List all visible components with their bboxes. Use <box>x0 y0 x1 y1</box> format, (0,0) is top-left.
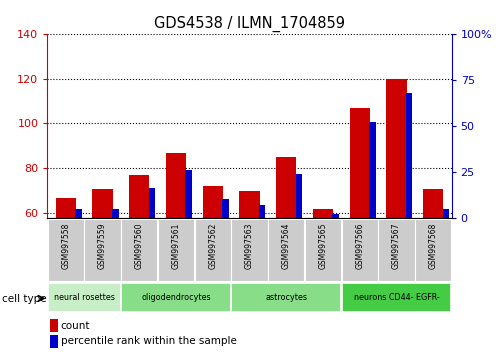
Text: GSM997566: GSM997566 <box>355 223 364 269</box>
Text: percentile rank within the sample: percentile rank within the sample <box>61 336 237 346</box>
Bar <box>56 198 76 218</box>
Bar <box>166 153 186 218</box>
Bar <box>232 219 267 281</box>
Text: GSM997559: GSM997559 <box>98 223 107 269</box>
Bar <box>47 284 121 312</box>
Bar <box>276 157 296 218</box>
Bar <box>149 188 155 218</box>
Bar <box>112 209 118 218</box>
Bar <box>341 219 378 281</box>
Bar <box>129 175 149 218</box>
Text: count: count <box>61 321 90 331</box>
Bar <box>92 189 113 218</box>
Bar <box>378 219 415 281</box>
Text: GSM997563: GSM997563 <box>245 223 254 269</box>
Text: GSM997558: GSM997558 <box>61 223 70 269</box>
Bar <box>158 219 194 281</box>
Bar <box>186 170 192 218</box>
Bar <box>195 219 231 281</box>
Text: GSM997561: GSM997561 <box>172 223 181 269</box>
Text: GSM997564: GSM997564 <box>282 223 291 269</box>
Bar <box>332 214 339 218</box>
Bar <box>443 209 449 218</box>
Bar <box>121 219 158 281</box>
Bar <box>295 173 302 218</box>
Bar <box>423 189 443 218</box>
Text: GDS4538 / ILMN_1704859: GDS4538 / ILMN_1704859 <box>154 16 345 32</box>
Text: GSM997565: GSM997565 <box>318 223 327 269</box>
Text: GSM997560: GSM997560 <box>135 223 144 269</box>
Bar <box>75 209 82 218</box>
Text: astrocytes: astrocytes <box>265 293 307 302</box>
Bar <box>121 284 231 312</box>
Bar <box>406 92 413 218</box>
Bar <box>313 209 333 218</box>
Bar <box>222 199 229 218</box>
Bar <box>268 219 304 281</box>
Text: neural rosettes: neural rosettes <box>54 293 115 302</box>
Text: GSM997562: GSM997562 <box>208 223 217 269</box>
Bar <box>47 219 84 281</box>
Bar <box>232 284 341 312</box>
Bar <box>203 186 223 218</box>
Bar <box>369 122 376 218</box>
Bar <box>84 219 121 281</box>
Bar <box>386 79 407 218</box>
Bar <box>240 191 259 218</box>
Bar <box>50 319 58 332</box>
Text: neurons CD44- EGFR-: neurons CD44- EGFR- <box>354 293 439 302</box>
Bar <box>350 108 370 218</box>
Bar <box>259 205 265 218</box>
Bar <box>305 219 341 281</box>
Text: oligodendrocytes: oligodendrocytes <box>141 293 211 302</box>
Text: GSM997567: GSM997567 <box>392 223 401 269</box>
Text: cell type: cell type <box>2 294 47 304</box>
Text: GSM997568: GSM997568 <box>429 223 438 269</box>
Bar <box>50 335 58 348</box>
Bar <box>341 284 452 312</box>
Bar <box>415 219 452 281</box>
